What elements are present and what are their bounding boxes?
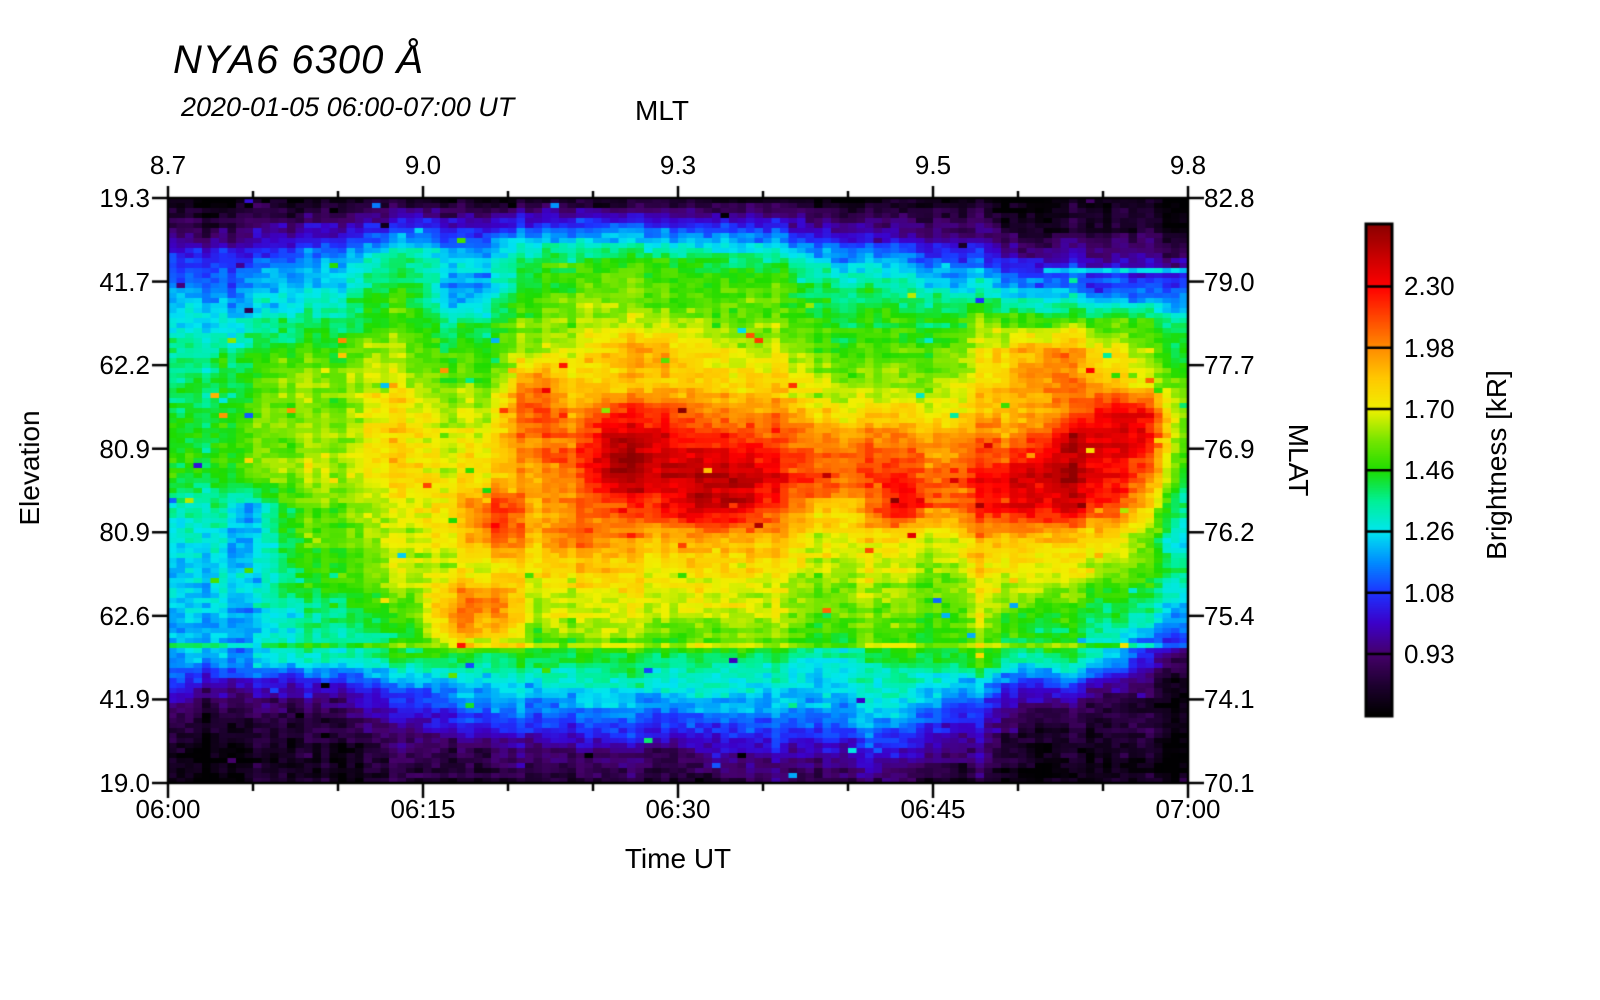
- page-subtitle: 2020-01-05 06:00-07:00 UT: [181, 92, 515, 122]
- colorbar-tick-label: 0.93: [1404, 638, 1455, 669]
- colorbar-tick-label: 1.70: [1404, 393, 1455, 424]
- mlat-axis-title: MLAT: [1283, 423, 1314, 497]
- mlat-tick-label: 74.1: [1204, 684, 1255, 715]
- mlat-tick-label: 82.8: [1204, 183, 1255, 213]
- colorbar-title: Brightness [kR]: [1481, 370, 1512, 560]
- mlat-tick-label: 76.2: [1204, 517, 1255, 548]
- elevation-tick-label: 19.0: [99, 768, 150, 798]
- mlat-tick-label: 70.1: [1204, 768, 1255, 798]
- colorbar-tick-label: 2.30: [1404, 271, 1455, 302]
- elevation-tick-label: 19.3: [99, 183, 150, 213]
- time-tick-label: 07:00: [1155, 794, 1221, 824]
- colorbar-tick-label: 1.08: [1404, 577, 1455, 608]
- mlat-tick-label: 77.7: [1204, 350, 1255, 381]
- mlat-tick-label: 75.4: [1204, 600, 1255, 631]
- elevation-tick-label: 80.9: [99, 517, 150, 548]
- time-tick-label: 06:00: [135, 794, 201, 824]
- colorbar-tick-label: 1.26: [1404, 516, 1455, 547]
- colorbar-tick-label: 1.46: [1404, 455, 1455, 485]
- time-axis-title: Time UT: [624, 843, 732, 874]
- time-tick-label: 06:30: [645, 794, 711, 824]
- mlt-tick-label: 9.0: [404, 150, 442, 180]
- time-tick-label: 06:45: [900, 794, 966, 824]
- elevation-tick-label: 62.6: [99, 600, 150, 631]
- colorbar-tick-label: 1.98: [1404, 332, 1455, 363]
- mlat-tick-label: 79.0: [1204, 266, 1255, 297]
- page-title: NYA6 6300 Å: [173, 38, 425, 82]
- mlt-axis-title: MLT: [635, 95, 689, 126]
- mlt-tick-label: 8.7: [149, 150, 187, 180]
- elevation-axis-title: Elevation: [14, 410, 45, 526]
- mlt-tick-label: 9.5: [914, 150, 952, 180]
- mlat-tick-label: 76.9: [1204, 433, 1255, 464]
- elevation-tick-label: 41.7: [99, 266, 150, 297]
- mlt-tick-label: 9.3: [659, 150, 697, 180]
- elevation-tick-label: 80.9: [99, 433, 150, 464]
- time-tick-label: 06:15: [390, 794, 456, 824]
- mlt-tick-label: 9.8: [1169, 150, 1207, 180]
- elevation-tick-label: 62.2: [99, 350, 150, 381]
- elevation-tick-label: 41.9: [99, 684, 150, 715]
